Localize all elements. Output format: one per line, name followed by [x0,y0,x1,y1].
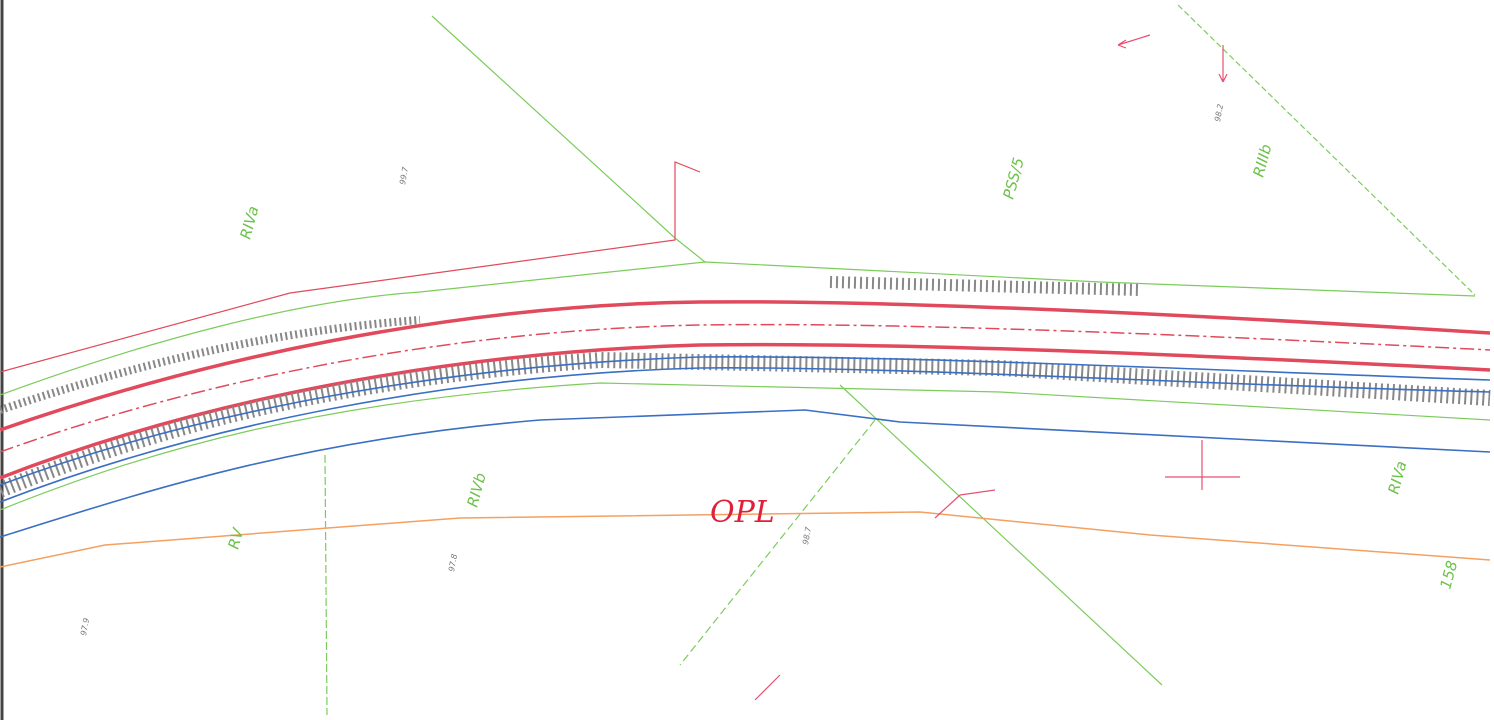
annotation: OPL [710,495,775,530]
blue-line [0,367,1491,503]
slope-hatch [829,276,1141,296]
blue-line [0,409,1491,538]
boundary [0,382,1491,511]
slope-hatch [0,351,1491,498]
elevation: 99.7 [398,165,410,185]
boundary [679,419,876,666]
embankment [0,276,1491,498]
parcel-label: RV [224,525,247,551]
road-edge [0,300,1491,432]
boundary [1177,4,1476,296]
boundary [839,384,1163,686]
water-lines [0,356,1491,538]
elevation: 98.7 [801,525,813,545]
road-edge [0,161,701,373]
boundary [0,261,1476,396]
arrow [1117,34,1151,49]
road-edge [0,342,1491,480]
road [0,161,1491,480]
road-axis [0,323,1491,453]
arrow [754,674,781,701]
elevation: 97.9 [79,617,91,636]
arrow [1165,440,1240,490]
blue-line [0,356,1491,486]
orange-line [0,511,1491,568]
arrow [934,489,996,519]
arrow [1218,45,1228,83]
elevation: 97.8 [447,553,459,572]
elevation: 98.2 [1213,103,1225,122]
arrows [754,34,1240,701]
boundary [324,454,328,716]
